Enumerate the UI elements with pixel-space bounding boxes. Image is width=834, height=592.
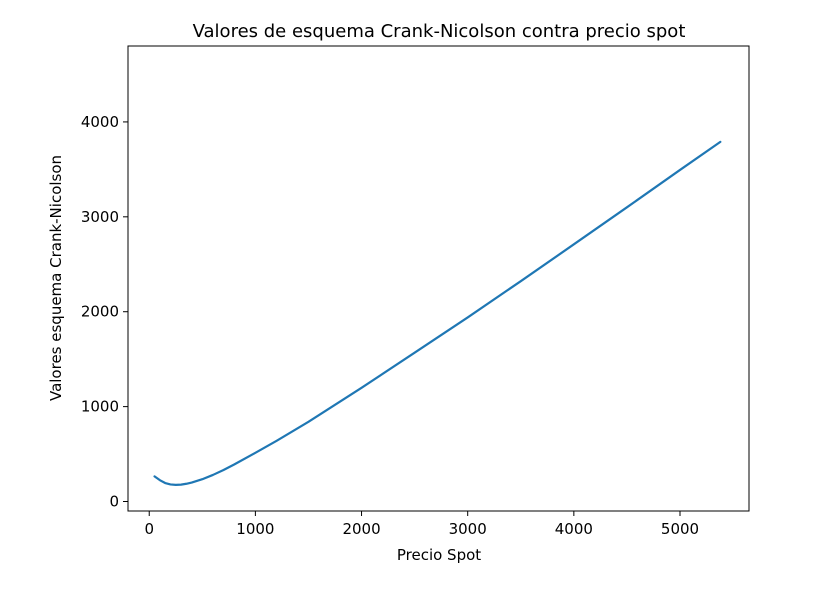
y-tick-label: 0	[109, 493, 119, 511]
x-tick-label: 2000	[342, 520, 380, 538]
x-axis-ticks: 0 1000 2000 3000 4000 5000	[144, 511, 699, 538]
x-tick-label: 1000	[236, 520, 274, 538]
chart-title: Valores de esquema Crank-Nicolson contra…	[193, 21, 686, 42]
series-line-0	[153, 140, 722, 486]
y-axis-label: Valores esquema Crank-Nicolson	[47, 155, 65, 401]
x-axis-label: Precio Spot	[397, 546, 481, 564]
y-tick-label: 1000	[81, 398, 119, 416]
y-tick-label: 2000	[81, 303, 119, 321]
y-tick-label: 3000	[81, 208, 119, 226]
x-tick-label: 0	[144, 520, 154, 538]
y-tick-label: 4000	[81, 113, 119, 131]
axes-frame	[127, 45, 750, 512]
plot-area	[153, 140, 722, 486]
y-axis-ticks: 0 1000 2000 3000 4000	[81, 113, 128, 511]
x-tick-label: 5000	[661, 520, 699, 538]
x-tick-label: 3000	[449, 520, 487, 538]
x-tick-label: 4000	[555, 520, 593, 538]
